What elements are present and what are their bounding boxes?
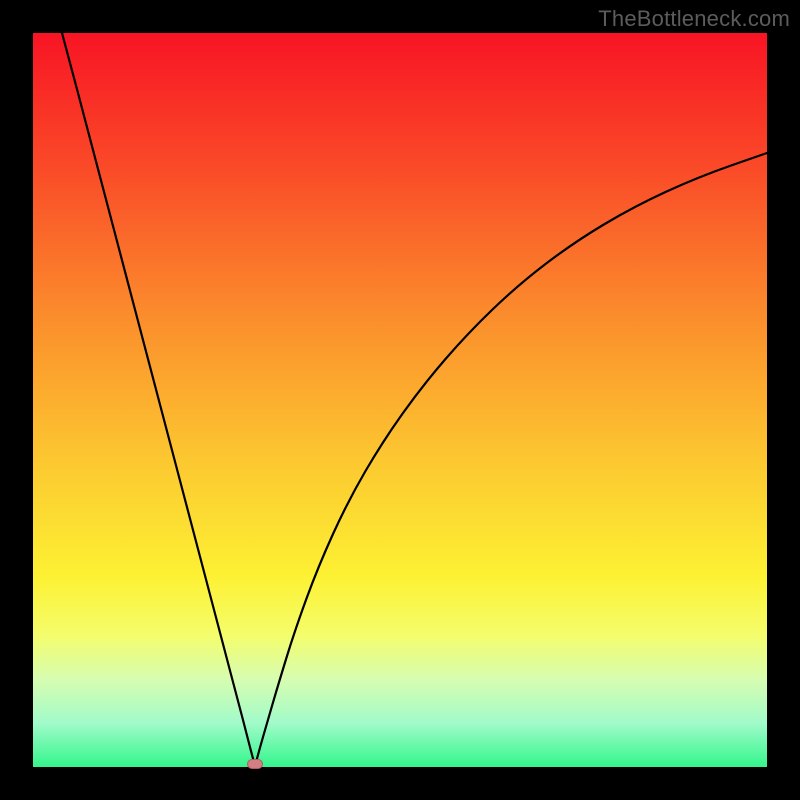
watermark-text: TheBottleneck.com: [598, 6, 790, 32]
chart-canvas: TheBottleneck.com: [0, 0, 800, 800]
curve-path: [62, 33, 767, 766]
bottleneck-curve: [33, 33, 767, 767]
minimum-marker: [247, 759, 263, 769]
plot-area: [33, 33, 767, 767]
